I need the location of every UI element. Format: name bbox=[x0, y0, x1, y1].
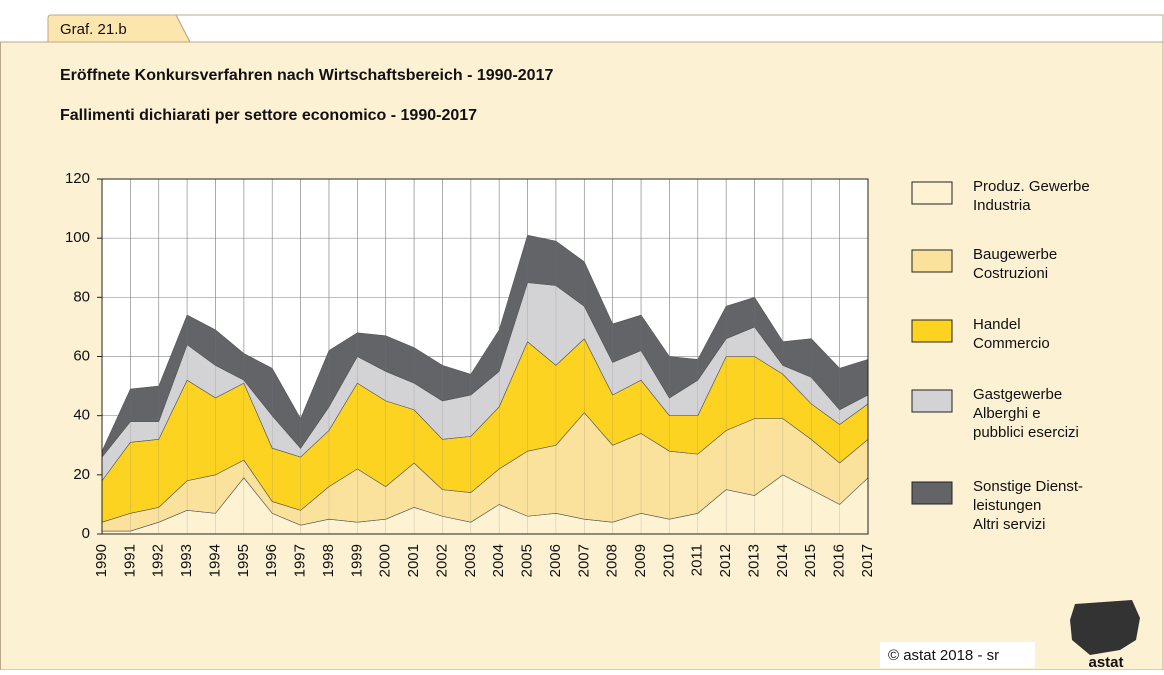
x-tick-label: 1990 bbox=[93, 544, 110, 577]
x-tick-label: 1996 bbox=[263, 544, 280, 577]
legend-swatch bbox=[911, 389, 953, 413]
legend-swatch bbox=[911, 319, 953, 343]
x-tick-label: 2004 bbox=[490, 544, 507, 577]
legend-label: Handel Commercio bbox=[973, 316, 1050, 352]
x-tick-label: 2008 bbox=[604, 544, 621, 577]
x-tick-label: 2000 bbox=[377, 544, 394, 577]
x-tick-label: 1994 bbox=[206, 544, 223, 577]
x-tick-label: 2012 bbox=[717, 544, 734, 577]
x-tick-label: 2014 bbox=[774, 544, 791, 577]
x-tick-label: 1991 bbox=[121, 544, 138, 577]
x-tick-label: 1995 bbox=[235, 544, 252, 577]
legend-swatch bbox=[911, 249, 953, 273]
y-tick-label: 40 bbox=[73, 407, 90, 424]
x-tick-label: 2005 bbox=[519, 544, 536, 577]
y-tick-label: 100 bbox=[65, 229, 90, 246]
legend-swatch bbox=[911, 181, 953, 205]
x-tick-label: 1997 bbox=[292, 544, 309, 577]
x-tick-label: 2013 bbox=[745, 544, 762, 577]
x-tick-label: 2017 bbox=[859, 544, 876, 577]
x-tick-label: 2006 bbox=[547, 544, 564, 577]
footer-box bbox=[880, 642, 1035, 668]
legend-label: Baugewerbe Costruzioni bbox=[973, 246, 1057, 282]
x-tick-label: 2009 bbox=[632, 544, 649, 577]
legend-label: Gastgewerbe Alberghi e pubblici esercizi bbox=[973, 386, 1079, 441]
x-tick-label: 2010 bbox=[660, 544, 677, 577]
x-tick-label: 2003 bbox=[462, 544, 479, 577]
x-tick-label: 1993 bbox=[178, 544, 195, 577]
y-tick-label: 20 bbox=[73, 466, 90, 483]
x-tick-label: 2015 bbox=[802, 544, 819, 577]
tab-shape bbox=[47, 14, 191, 43]
y-tick-label: 120 bbox=[65, 170, 90, 187]
tab-label: Graf. 21.b bbox=[60, 21, 127, 38]
legend-label: Sonstige Dienst-leistungen Altri servizi bbox=[973, 478, 1083, 533]
logo-shape bbox=[1070, 600, 1140, 655]
y-tick-label: 80 bbox=[73, 288, 90, 305]
legend-label: Produz. Gewerbe Industria bbox=[973, 178, 1090, 214]
x-tick-label: 2016 bbox=[831, 544, 848, 577]
legend-swatch bbox=[911, 481, 953, 505]
chart-subtitle: Fallimenti dichiarati per settore econom… bbox=[60, 107, 477, 124]
footer: © astat 2018 - sr bbox=[888, 647, 999, 664]
x-tick-label: 2001 bbox=[405, 544, 422, 577]
y-tick-label: 0 bbox=[82, 525, 90, 542]
logo-text: astat bbox=[1088, 654, 1123, 670]
x-tick-label: 2007 bbox=[575, 544, 592, 577]
x-tick-label: 1999 bbox=[348, 544, 365, 577]
y-tick-label: 60 bbox=[73, 347, 90, 364]
x-tick-label: 1998 bbox=[320, 544, 337, 577]
x-tick-label: 2011 bbox=[689, 544, 706, 576]
tab-line bbox=[175, 14, 1164, 43]
x-tick-label: 2002 bbox=[433, 544, 450, 577]
chart-title: Eröffnete Konkursverfahren nach Wirtscha… bbox=[60, 67, 553, 84]
x-tick-label: 1992 bbox=[150, 544, 167, 577]
